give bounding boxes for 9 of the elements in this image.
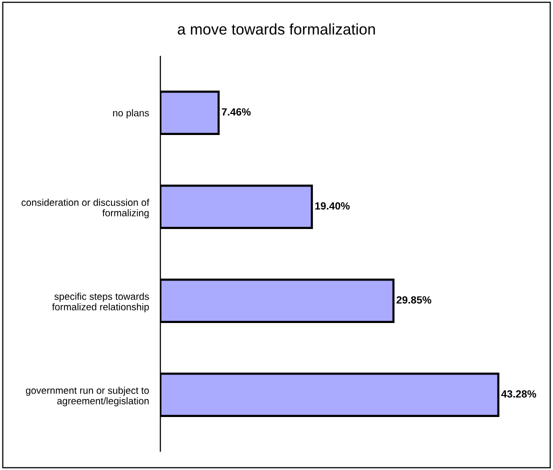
- data-label: 43.28%: [501, 390, 536, 398]
- y-tick-label: no plans: [113, 109, 149, 118]
- data-label: 19.40%: [315, 202, 350, 210]
- data-label: 29.85%: [396, 296, 432, 304]
- y-tick-label: government run or subject to agreement/legislation: [26, 386, 149, 406]
- chart-title: a move towards formalization: [178, 23, 375, 35]
- y-tick-label: consideration or discussion of formalizing: [22, 198, 150, 218]
- y-tick-label: specific steps towards formalized relationship: [52, 292, 149, 312]
- data-label: 7.46%: [222, 108, 251, 116]
